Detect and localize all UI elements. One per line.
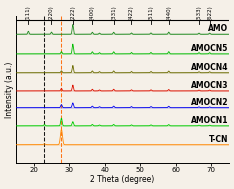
Text: AMOCN1: AMOCN1 [190,116,228,125]
Text: T-CN: T-CN [208,135,228,144]
Text: (111): (111) [26,5,31,20]
Text: AMO: AMO [208,25,228,33]
Text: (622): (622) [207,5,212,20]
Text: (422): (422) [129,5,134,20]
Text: AMOCN4: AMOCN4 [190,63,228,72]
Text: (222): (222) [70,5,75,20]
Text: AMOCN5: AMOCN5 [191,44,228,53]
Text: (331): (331) [111,5,116,20]
Y-axis label: Intensity (a.u.): Intensity (a.u.) [5,61,14,118]
X-axis label: 2 Theta (degree): 2 Theta (degree) [90,175,155,184]
Text: AMOCN3: AMOCN3 [190,81,228,90]
Text: (511): (511) [148,5,154,20]
Text: (220): (220) [49,5,54,20]
Text: (400): (400) [90,5,95,20]
Text: (440): (440) [166,5,171,20]
Text: AMOCN2: AMOCN2 [190,98,228,107]
Text: (533): (533) [196,5,201,20]
